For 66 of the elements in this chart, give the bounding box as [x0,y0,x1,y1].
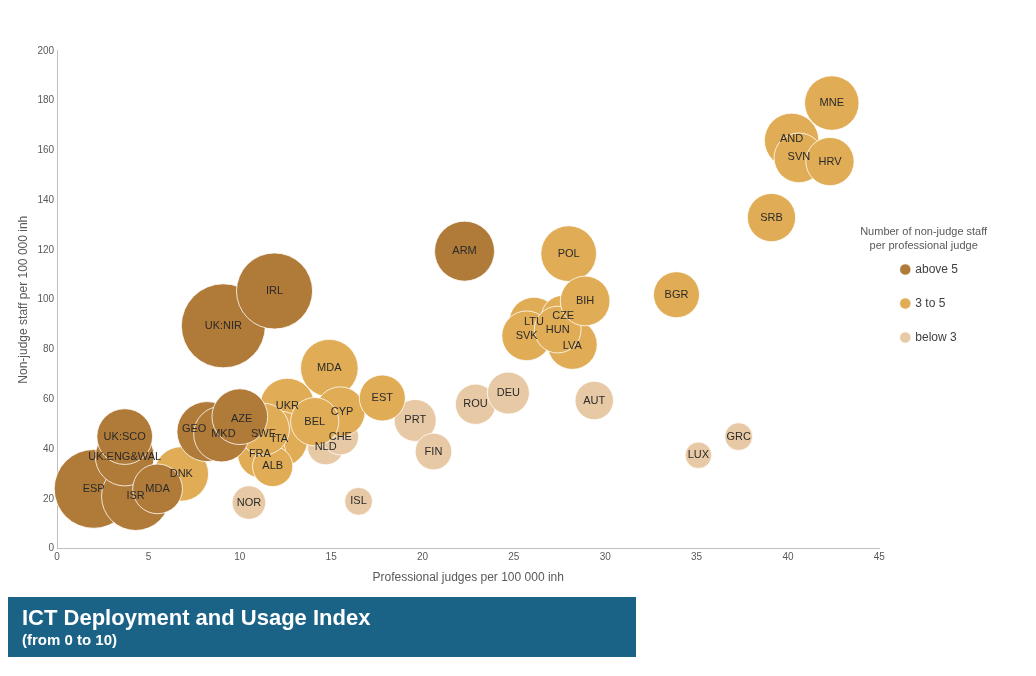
annotation: DNK [169,466,194,479]
x-tick-label: 20 [416,551,429,563]
y-tick-label: 20 [42,492,55,504]
annotation: ARM [452,244,477,257]
annotation: CYP [330,404,354,417]
x-tick-label: 10 [234,551,246,563]
y-axis-title: Non-judge staff per 100 000 inh [15,215,30,384]
annotation: UK:SCO [103,429,147,442]
annotation: PRT [404,413,427,426]
legend-label: 3 to 5 [915,295,946,310]
annotation: MDA [145,481,171,494]
text: ICT Deployment and Usage Index [22,605,372,631]
y-tick-label: 160 [37,144,55,156]
legend-title: Number of non-judge staff per professional judge [860,224,989,251]
annotation: ALB [262,459,284,472]
annotation: CZE [552,308,575,321]
y-tick-label: 120 [37,243,55,255]
y-tick-label: 200 [37,44,55,56]
annotation: ROU [463,397,488,410]
annotation: MDA [317,361,343,374]
y-tick-label: 140 [37,193,55,205]
annotation: NOR [236,495,262,508]
annotation: FIN [424,444,443,457]
x-tick-label: 40 [782,551,794,563]
y-tick-label: 0 [48,542,55,554]
x-tick-label: 30 [599,551,612,563]
annotation: ISL [350,494,367,507]
legend-label: below 3 [915,329,957,344]
x-tick-label: 45 [873,551,886,563]
x-tick-label: 15 [325,551,338,563]
annotation: DEU [496,386,521,399]
annotation: AND [779,132,804,145]
y-tick-label: 40 [42,442,55,454]
annotation: FRA [248,447,272,460]
text: (from 0 to 10) [22,631,118,649]
annotation: HUN [545,322,570,335]
annotation: UKR [275,398,299,411]
annotation: MNE [819,96,845,109]
annotation: CHE [328,429,352,442]
annotation: IRL [265,284,284,297]
annotation: SRB [760,210,783,223]
annotation: AUT [583,393,606,406]
annotation: BIH [575,293,595,306]
x-axis-title: Professional judges per 100 000 inh [372,570,564,585]
annotation: BGR [664,287,689,300]
annotation: POL [557,246,580,259]
y-tick-label: 180 [37,94,55,106]
y-tick-label: 100 [37,293,55,305]
annotation: LVA [562,338,583,351]
x-tick-label: 25 [508,551,520,563]
annotation: SVN [787,149,811,162]
x-tick-label: 5 [145,551,152,563]
x-tick-label: 35 [691,551,703,563]
y-tick-label: 80 [42,343,55,355]
annotation: BEL [304,414,326,427]
annotation: NLD [314,439,337,452]
y-tick-label: 60 [42,393,55,405]
annotation: GRC [726,429,751,442]
annotation: EST [371,391,394,404]
annotation: LUX [687,448,710,461]
annotation: LTU [523,315,544,328]
annotation: HRV [818,154,843,167]
legend-label: above 5 [915,261,959,276]
annotation: AZE [230,412,253,425]
annotation: UK:NIR [204,318,243,331]
annotation: SVK [515,328,539,341]
